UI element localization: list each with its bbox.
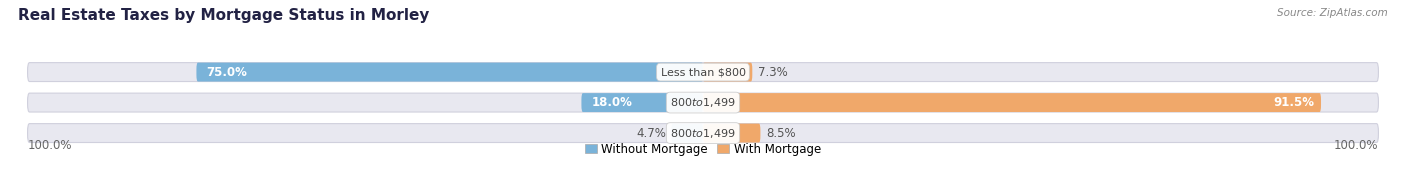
Text: 75.0%: 75.0%	[207, 66, 247, 79]
Text: Less than $800: Less than $800	[661, 67, 745, 77]
FancyBboxPatch shape	[28, 63, 1378, 82]
Text: 18.0%: 18.0%	[592, 96, 633, 109]
Text: $800 to $1,499: $800 to $1,499	[671, 127, 735, 140]
Text: 91.5%: 91.5%	[1274, 96, 1315, 109]
Text: 4.7%: 4.7%	[636, 127, 666, 140]
FancyBboxPatch shape	[28, 124, 1378, 142]
Text: $800 to $1,499: $800 to $1,499	[671, 96, 735, 109]
Text: Real Estate Taxes by Mortgage Status in Morley: Real Estate Taxes by Mortgage Status in …	[18, 8, 430, 23]
Text: 100.0%: 100.0%	[1334, 139, 1378, 152]
Text: 8.5%: 8.5%	[766, 127, 796, 140]
Text: 100.0%: 100.0%	[28, 139, 72, 152]
FancyBboxPatch shape	[671, 124, 703, 142]
FancyBboxPatch shape	[703, 124, 761, 142]
FancyBboxPatch shape	[28, 93, 1378, 112]
Text: 7.3%: 7.3%	[758, 66, 787, 79]
FancyBboxPatch shape	[703, 93, 1322, 112]
FancyBboxPatch shape	[703, 63, 752, 82]
FancyBboxPatch shape	[582, 93, 703, 112]
Legend: Without Mortgage, With Mortgage: Without Mortgage, With Mortgage	[585, 143, 821, 156]
FancyBboxPatch shape	[197, 63, 703, 82]
Text: Source: ZipAtlas.com: Source: ZipAtlas.com	[1277, 8, 1388, 18]
